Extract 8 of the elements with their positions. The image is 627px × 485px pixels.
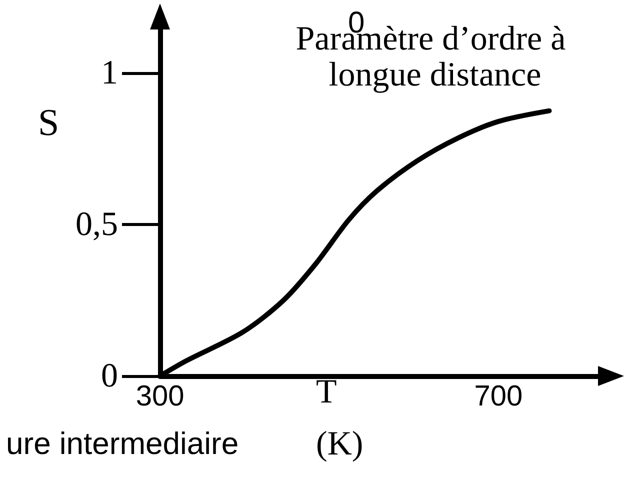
x-tick-label: 700 xyxy=(474,380,523,412)
y-tick-label: 1 xyxy=(101,54,118,92)
y-tick-label: 0,5 xyxy=(76,206,118,243)
x-tick-label: 300 xyxy=(136,380,184,412)
x-axis-title: T (K) xyxy=(316,374,364,462)
y-axis-title: S xyxy=(38,102,60,144)
text: ure intermediaire xyxy=(6,426,239,461)
y-tick-label: 0 xyxy=(101,358,118,394)
